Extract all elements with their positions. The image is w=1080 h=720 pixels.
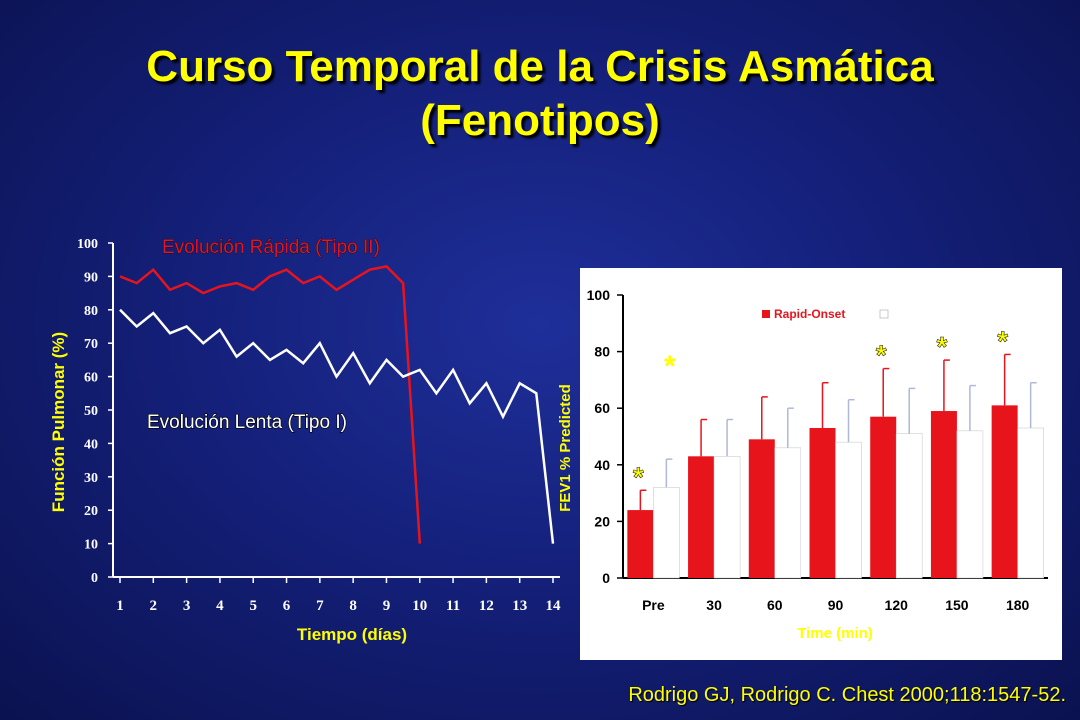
rapid-onset-bar	[870, 416, 897, 578]
slow-onset-bar	[774, 447, 802, 579]
bar-chart-y-ticks: 0 20 40 60 80 100	[587, 287, 623, 586]
bar-chart-y-tick-label: 40	[594, 457, 610, 473]
line-chart-x-tick-label: 12	[479, 598, 494, 614]
slow-series-label: Evolución Lenta (Tipo I)	[147, 412, 347, 433]
significance-star: *	[876, 340, 887, 371]
line-chart-x-ticks: 1 2 3 4 5 6 7 8 9 10 11 12 13 14	[116, 577, 561, 614]
rapid-onset-bar	[809, 428, 836, 578]
line-chart-x-tick-label: 11	[446, 598, 460, 614]
bar-chart-y-tick-label: 100	[587, 287, 611, 303]
citation: Rodrigo GJ, Rodrigo C. Chest 2000;118:15…	[628, 684, 1066, 706]
title-line-2: (Fenotipos)	[420, 96, 660, 145]
slow-onset-bar	[835, 441, 862, 579]
rapid-series-label: Evolución Rápida (Tipo II)	[162, 237, 380, 258]
line-chart-x-tick-label: 1	[116, 598, 124, 614]
slow-onset-bar	[895, 433, 923, 579]
line-chart-y-tick-label: 70	[84, 337, 98, 352]
bar-chart-x-ticks: Pre 30 60 90 120 150 180	[642, 597, 1029, 613]
legend-label-rapid: Rapid-Onset	[774, 307, 845, 321]
slide-title: Curso Temporal de la Crisis Asmática (Fe…	[0, 40, 1080, 148]
bar-chart-y-tick-label: 20	[594, 513, 610, 529]
line-chart-series	[119, 265, 555, 544]
line-chart-x-tick-label: 6	[283, 598, 291, 614]
bar-chart-x-tick-label: 150	[945, 597, 969, 613]
bar-chart-x-tick-label: Pre	[642, 597, 665, 613]
legend-label-slow: Slow-Onset	[892, 307, 958, 321]
bar-chart-x-tick-label: 30	[706, 597, 722, 613]
line-chart-y-tick-label: 10	[84, 538, 98, 553]
rapid-onset-bar	[930, 411, 957, 578]
line-chart-x-tick-label: 10	[412, 598, 427, 614]
line-chart-x-tick-label: 7	[316, 598, 324, 614]
bar-chart-y-tick-label: 0	[602, 570, 610, 586]
line-chart-y-tick-label: 40	[84, 437, 98, 452]
line-chart-xlabel: Tiempo (días)	[297, 625, 407, 644]
line-chart-x-tick-label: 4	[216, 598, 224, 614]
line-chart-y-tick-label: 60	[84, 371, 98, 386]
rapid-onset-bar	[627, 510, 654, 578]
line-chart-y-ticks: 0 10 20 30 40 50 60 70 80 90 100	[77, 237, 113, 586]
line-chart-y-tick-label: 30	[84, 471, 98, 486]
line-chart-x-tick-label: 5	[249, 598, 257, 614]
bar-chart-bars	[627, 353, 1044, 579]
line-chart-x-tick-label: 14	[546, 598, 562, 614]
significance-star: *	[997, 325, 1008, 356]
slow-onset-bar	[653, 487, 680, 579]
bar-chart: 0 20 40 60 80 100 Pre 30 60 90 120 150 180 * * * * Rap…	[557, 268, 1062, 660]
bar-chart-x-tick-label: 120	[885, 597, 909, 613]
bar-chart-y-tick-label: 60	[594, 400, 610, 416]
bar-chart-x-tick-label: 60	[767, 597, 783, 613]
line-chart-x-tick-label: 3	[183, 598, 191, 614]
legend-swatch-rapid	[762, 310, 770, 318]
legend-swatch-slow	[879, 309, 889, 319]
significance-star: *	[936, 331, 947, 362]
rapid-onset-bar	[991, 405, 1018, 578]
bar-chart-y-tick-label: 80	[594, 344, 610, 360]
line-chart-ylabel: Función Pulmonar (%)	[49, 332, 68, 512]
line-chart-x-tick-label: 9	[383, 598, 391, 614]
line-chart-y-tick-label: 90	[84, 270, 98, 285]
line-chart-y-tick-label: 80	[84, 304, 98, 319]
line-chart-y-tick-label: 100	[77, 237, 98, 252]
title-line-1: Curso Temporal de la Crisis Asmática	[146, 42, 934, 91]
rapid-series-line	[119, 265, 422, 544]
significance-note-text: p<0.05	[676, 359, 723, 376]
slow-onset-bar	[1017, 427, 1044, 579]
rapid-onset-bar	[748, 439, 775, 578]
bar-chart-xlabel: Time (min)	[797, 625, 873, 642]
slow-series-line	[119, 308, 555, 544]
significance-star: *	[633, 461, 644, 492]
bar-chart-x-tick-label: 180	[1006, 597, 1030, 613]
line-chart-y-tick-label: 50	[84, 404, 98, 419]
rapid-onset-bar	[688, 456, 715, 578]
slow-onset-bar	[956, 430, 984, 579]
line-chart-y-tick-label: 20	[84, 504, 98, 519]
slow-onset-bar	[713, 456, 741, 579]
bar-chart-x-tick-label: 90	[828, 597, 844, 613]
line-chart-x-tick-label: 2	[150, 598, 158, 614]
bar-chart-ylabel: FEV1 % Predicted	[557, 384, 574, 512]
line-chart-y-tick-label: 0	[91, 571, 98, 586]
significance-note-star: *	[664, 350, 676, 383]
line-chart-x-tick-label: 8	[349, 598, 357, 614]
significance-markers: * * * *	[633, 325, 1009, 492]
line-chart-x-tick-label: 13	[512, 598, 527, 614]
